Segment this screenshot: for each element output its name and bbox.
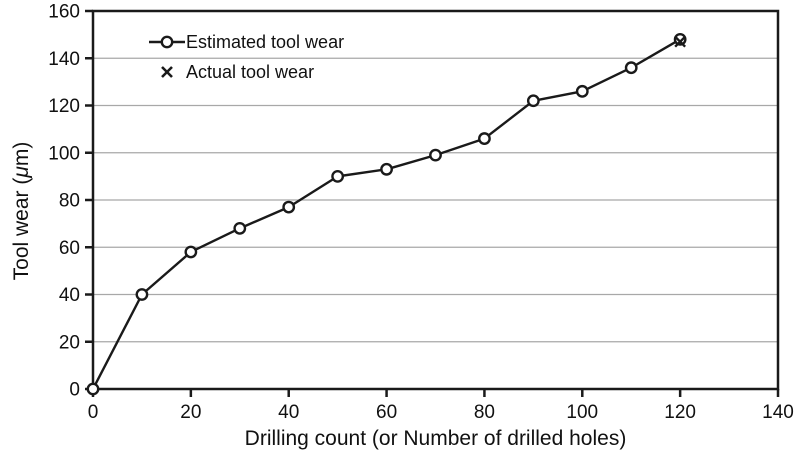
y-tick-label-20: 20 [59, 332, 80, 353]
data-point-circle [673, 32, 687, 46]
y-tick-label-40: 40 [59, 285, 80, 306]
y-axis-title-text: Tool wear ( [10, 177, 33, 281]
x-tick-label-20: 20 [180, 402, 201, 423]
data-point-circle [575, 84, 589, 98]
data-point-circle [526, 94, 540, 108]
x-tick-label-140: 140 [762, 402, 794, 423]
data-point-x [674, 35, 686, 48]
legend-item-actual: Actual tool wear [148, 57, 344, 87]
x-tick-label-100: 100 [566, 402, 598, 423]
series-line-0 [91, 38, 681, 390]
data-point-circle [86, 382, 100, 396]
y-tick-label-100: 100 [48, 143, 80, 164]
y-tick-label-120: 120 [48, 96, 80, 117]
x-tick-label-80: 80 [474, 402, 495, 423]
data-point-circle [135, 288, 149, 301]
mu-symbol: μ [10, 166, 33, 178]
y-tick-label-0: 0 [69, 380, 80, 401]
y-tick-label-160: 160 [48, 2, 80, 23]
data-point-circle [429, 148, 442, 162]
data-point-circle [478, 132, 491, 145]
legend-label-actual: Actual tool wear [186, 61, 315, 82]
legend-label-estimated: Estimated tool wear [186, 31, 345, 52]
data-point-circle [624, 61, 638, 75]
data-point-circle [380, 162, 393, 176]
x-axis-title: Drilling count (or Number of drilled hol… [244, 427, 627, 450]
legend: Estimated tool wear Actual tool wear [148, 27, 344, 87]
y-axis-title: Tool wear (μm) [8, 90, 36, 332]
data-point-circle [282, 200, 296, 214]
data-point-circle [233, 221, 247, 235]
x-tick-label-60: 60 [376, 402, 397, 423]
x-tick-label-40: 40 [278, 402, 299, 423]
y-tick-label-60: 60 [59, 238, 80, 259]
x-marker-icon [148, 64, 186, 80]
y-axis-title-unit: m) [10, 141, 33, 167]
x-tick-label-120: 120 [664, 402, 696, 423]
y-tick-label-80: 80 [59, 191, 80, 212]
x-tick-label-0: 0 [88, 402, 99, 423]
data-point-circle [184, 245, 198, 259]
legend-item-estimated: Estimated tool wear [148, 27, 344, 57]
y-tick-label-140: 140 [48, 49, 80, 70]
line-circle-marker-icon [148, 34, 186, 50]
data-point-circle [331, 169, 345, 183]
